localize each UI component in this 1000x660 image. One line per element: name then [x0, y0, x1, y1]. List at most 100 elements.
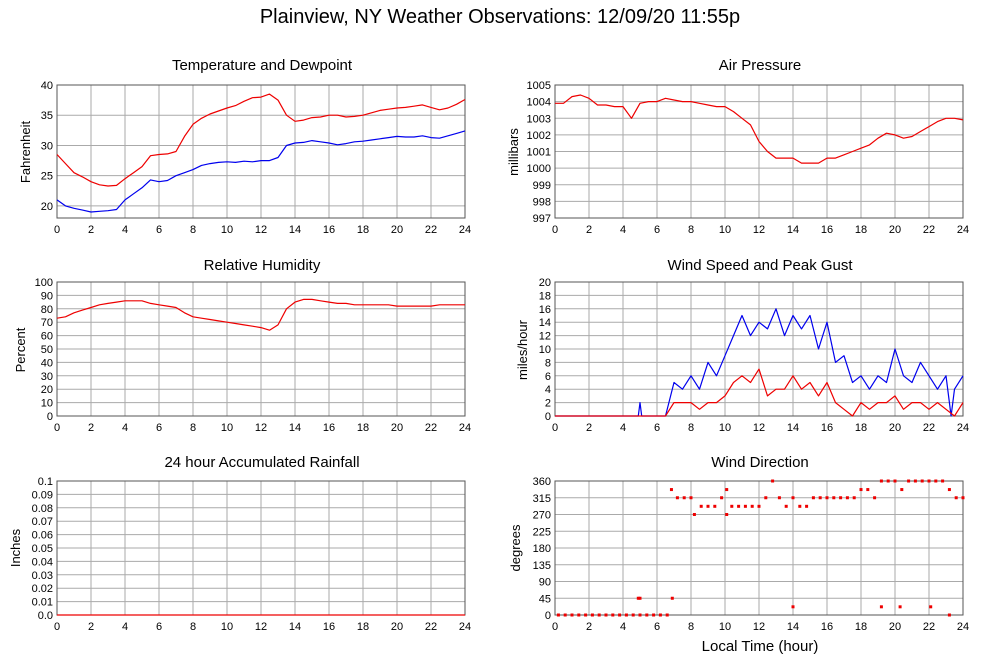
temp-xtick-label: 2	[88, 224, 94, 236]
direction-point	[675, 496, 679, 500]
humidity-ytick-label: 30	[41, 371, 53, 383]
humidity-ytick-label: 80	[41, 304, 53, 316]
direction-point	[866, 488, 870, 492]
direction-xlabel: Local Time (hour)	[702, 638, 819, 655]
temp-ylabel: Fahrenheit	[18, 121, 33, 184]
direction-xtick-label: 18	[855, 621, 867, 633]
direction-point	[771, 479, 775, 483]
rain-ytick-label: 0.06	[32, 530, 53, 542]
temp-series-blue-line	[56, 130, 466, 213]
pressure-panel: Air Pressure millibars 0 2 4 6 8 10 12 14 16 18 20…	[506, 57, 969, 236]
wind-ytick-label: 10	[539, 344, 551, 356]
direction-point	[713, 504, 717, 508]
wind-xtick-label: 2	[586, 422, 592, 434]
humidity-xtick-label: 20	[391, 422, 403, 434]
direction-ylabel: degrees	[508, 524, 523, 571]
humidity-xtick-label: 24	[459, 422, 471, 434]
pressure-xtick-label: 10	[719, 224, 731, 236]
direction-point	[777, 496, 781, 500]
wind-xtick-label: 16	[821, 422, 833, 434]
direction-point	[618, 613, 622, 617]
rain-xtick-label: 2	[88, 621, 94, 633]
pressure-xtick-label: 16	[821, 224, 833, 236]
humidity-xtick-label: 10	[221, 422, 233, 434]
direction-plot: 0 2 4 6 8 10 12 14 16 18 20 22 240459013518022527031…	[533, 476, 969, 633]
direction-point	[859, 488, 863, 492]
direction-point	[665, 613, 669, 617]
rain-ytick-label: 0.05	[32, 543, 53, 555]
wind-ytick-label: 6	[545, 371, 551, 383]
temp-xtick-label: 12	[255, 224, 267, 236]
direction-point	[757, 504, 761, 508]
rain-ytick-label: 0.03	[32, 570, 53, 582]
pressure-xtick-label: 8	[688, 224, 694, 236]
humidity-xtick-label: 2	[88, 422, 94, 434]
direction-xtick-label: 20	[889, 621, 901, 633]
direction-point	[886, 479, 890, 483]
pressure-ytick-label: 999	[533, 180, 551, 192]
direction-point	[689, 496, 693, 500]
humidity-ytick-label: 40	[41, 357, 53, 369]
pressure-ylabel: millibars	[506, 128, 521, 176]
pressure-ytick-label: 997	[533, 213, 551, 225]
direction-point	[873, 496, 877, 500]
rain-ytick-label: 0.09	[32, 489, 53, 501]
direction-point	[631, 613, 635, 617]
page-title: Plainview, NY Weather Observations: 12/0…	[259, 6, 741, 28]
direction-point	[811, 496, 815, 500]
wind-xtick-label: 10	[719, 422, 731, 434]
direction-xtick-label: 10	[719, 621, 731, 633]
direction-point	[638, 613, 642, 617]
direction-title: Wind Direction	[711, 454, 809, 471]
direction-point	[852, 496, 856, 500]
direction-point	[929, 605, 933, 609]
humidity-xtick-label: 16	[323, 422, 335, 434]
direction-ytick-label: 90	[539, 577, 551, 589]
temp-xtick-label: 14	[289, 224, 301, 236]
direction-point	[670, 596, 674, 600]
humidity-xtick-label: 18	[357, 422, 369, 434]
temp-xtick-label: 24	[459, 224, 471, 236]
wind-ytick-label: 12	[539, 331, 551, 343]
direction-point	[636, 596, 640, 600]
direction-point	[900, 488, 904, 492]
pressure-xtick-label: 14	[787, 224, 799, 236]
direction-point	[725, 513, 729, 516]
direction-point	[818, 496, 822, 500]
direction-point	[845, 496, 849, 500]
humidity-ytick-label: 0	[47, 411, 53, 423]
direction-xtick-label: 12	[753, 621, 765, 633]
rain-xtick-label: 12	[255, 621, 267, 633]
pressure-xtick-label: 4	[620, 224, 626, 236]
wind-ytick-label: 4	[545, 384, 551, 396]
direction-point	[652, 613, 656, 617]
temp-xtick-label: 22	[425, 224, 437, 236]
direction-panel: Wind Direction degrees Local Time (hour)…	[508, 454, 969, 655]
direction-point	[784, 504, 788, 508]
wind-xtick-label: 6	[654, 422, 660, 434]
temp-ytick-label: 35	[41, 110, 53, 122]
direction-point	[720, 496, 724, 500]
direction-point	[750, 504, 754, 508]
wind-xtick-label: 8	[688, 422, 694, 434]
direction-ytick-label: 0	[545, 610, 551, 622]
direction-xtick-label: 22	[923, 621, 935, 633]
direction-point	[893, 479, 897, 483]
direction-point	[669, 488, 673, 492]
temp-xtick-label: 20	[391, 224, 403, 236]
temp-xtick-label: 4	[122, 224, 128, 236]
direction-point	[927, 479, 931, 483]
direction-xtick-label: 4	[620, 621, 626, 633]
pressure-xtick-label: 20	[889, 224, 901, 236]
wind-ytick-label: 18	[539, 290, 551, 302]
direction-ytick-label: 360	[533, 476, 551, 488]
direction-point	[791, 605, 795, 609]
direction-ytick-label: 225	[533, 526, 551, 538]
wind-ytick-label: 2	[545, 398, 551, 410]
rain-xtick-label: 0	[54, 621, 60, 633]
pressure-frame	[554, 84, 964, 219]
temp-xtick-label: 16	[323, 224, 335, 236]
temp-frame	[56, 84, 466, 219]
direction-point	[839, 496, 843, 500]
